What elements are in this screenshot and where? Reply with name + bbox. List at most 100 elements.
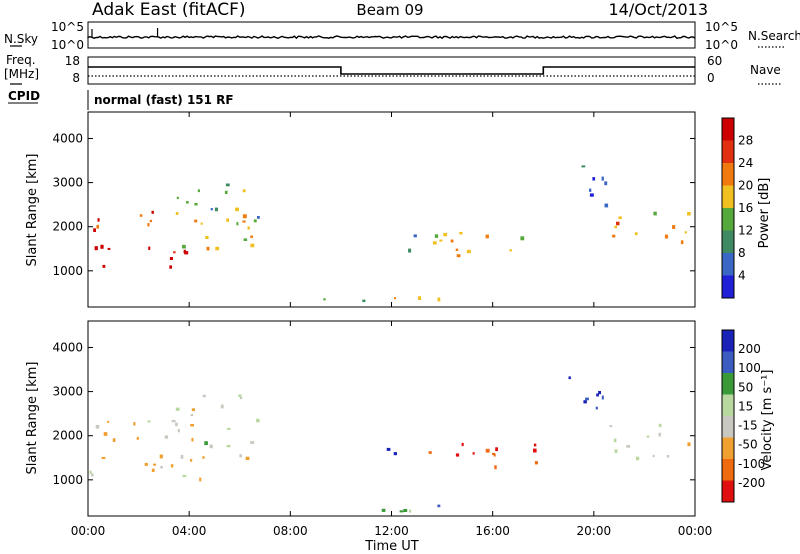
radar-cell [323, 298, 326, 301]
radar-cell [170, 464, 174, 468]
colorbar-tick-label: -200 [738, 476, 765, 490]
freq-left-label-1: Freq. [6, 53, 36, 67]
radar-cell [107, 247, 111, 250]
radar-cell [224, 190, 228, 194]
radar-cell [186, 201, 189, 204]
radar-cell [227, 427, 231, 430]
radar-cell [147, 223, 150, 227]
colorbar-swatch [722, 437, 734, 459]
radar-cell [461, 442, 464, 447]
colorbar-tick-label: -50 [738, 438, 758, 452]
radar-cell [151, 468, 155, 472]
colorbar-swatch [722, 275, 734, 298]
colorbar-swatch [722, 185, 734, 208]
beam-title: Beam 09 [356, 1, 423, 19]
radar-cell [97, 218, 100, 222]
radar-cell [626, 445, 631, 448]
velocity-colorbar-label: Velocity [m s⁻¹] [760, 370, 775, 471]
radar-cell [242, 214, 247, 219]
colorbar-tick-label: 20 [738, 179, 753, 193]
radar-cell [634, 232, 638, 236]
colorbar-swatch [722, 230, 734, 253]
radar-cell [394, 297, 396, 300]
radar-cell [583, 400, 587, 404]
radar-cell [236, 222, 239, 226]
velocity-yticks: 1000 2000 3000 4000 [52, 340, 695, 487]
radar-cell [151, 210, 154, 214]
radar-cell [646, 435, 650, 438]
radar-cell [601, 176, 604, 181]
radar-cell [614, 449, 618, 453]
radar-cell [209, 444, 213, 449]
radar-cell [250, 243, 255, 248]
radar-cell [472, 452, 475, 455]
velocity-colorbar: 200 100 50 15 -15 -50 -100 -200 [721, 329, 765, 503]
radar-cell [589, 193, 594, 197]
radar-cell [601, 395, 604, 400]
radar-cell [434, 234, 439, 238]
radar-cell [493, 454, 496, 457]
station-title: Adak East (fitACF) [92, 0, 246, 20]
colorbar-tick-label: -100 [738, 457, 765, 471]
colorbar-tick-label: -15 [738, 419, 758, 433]
radar-cell [239, 396, 243, 400]
freq-right-tick-top: 60 [707, 54, 722, 68]
x-axis-label: Time UT [364, 539, 418, 554]
radar-cell [250, 441, 255, 444]
radar-cell [585, 397, 589, 401]
radar-cell [589, 188, 592, 192]
radar-cell [159, 454, 163, 459]
radar-cell [149, 219, 153, 223]
radar-cell [226, 444, 231, 448]
colorbar-swatch [722, 480, 734, 502]
radar-cell [485, 234, 489, 239]
radar-cell [191, 437, 194, 442]
radar-cell [485, 448, 490, 453]
radar-cell [204, 441, 208, 446]
radar-cell [635, 456, 640, 461]
radar-cell [176, 196, 179, 200]
radar-cell [107, 420, 110, 423]
radar-cell [197, 189, 200, 193]
radar-cell [238, 394, 242, 397]
radar-cell [184, 251, 189, 255]
radar-cell [455, 248, 459, 251]
colorbar-tick-label: 12 [738, 224, 753, 238]
radar-cell [194, 219, 198, 223]
colorbar-swatch [722, 394, 734, 416]
radar-cell [612, 234, 616, 238]
colorbar-swatch [722, 373, 734, 395]
radar-cell [495, 447, 498, 452]
freq-left-tick-top: 18 [65, 54, 80, 68]
colorbar-tick-label: 28 [738, 134, 753, 148]
colorbar-tick-label: 50 [738, 380, 753, 394]
radar-cell [437, 297, 441, 302]
radar-cell [245, 456, 250, 460]
x-tick-label: 00:00 [71, 524, 106, 538]
y-tick-label: 4000 [52, 131, 83, 145]
radar-cell [194, 203, 198, 206]
radar-cell [190, 424, 194, 427]
colorbar-tick-label: 8 [738, 246, 746, 260]
radar-cell [147, 420, 151, 423]
radar-cell [182, 244, 186, 249]
colorbar-tick-label: 200 [738, 342, 761, 356]
radar-cell [210, 208, 213, 211]
freq-left-tick-bottom: 8 [72, 71, 80, 85]
radar-cell [520, 236, 525, 241]
radar-cell [450, 239, 454, 243]
noise-trace [87, 28, 696, 40]
radar-cell [239, 454, 242, 458]
radar-cell [664, 234, 669, 239]
noise-panel-frame [87, 21, 696, 49]
radar-cell [494, 465, 497, 470]
colorbar-swatch [722, 416, 734, 438]
radar-cell [160, 465, 163, 469]
noise-left-label: N.Sky [4, 32, 38, 46]
radar-cell [393, 452, 397, 456]
freq-line [88, 66, 695, 75]
mode-label: normal (fast) 151 RF [94, 93, 234, 107]
cpid-label: CPID [8, 89, 40, 103]
radar-cell [658, 432, 661, 437]
radar-cell [443, 232, 448, 237]
